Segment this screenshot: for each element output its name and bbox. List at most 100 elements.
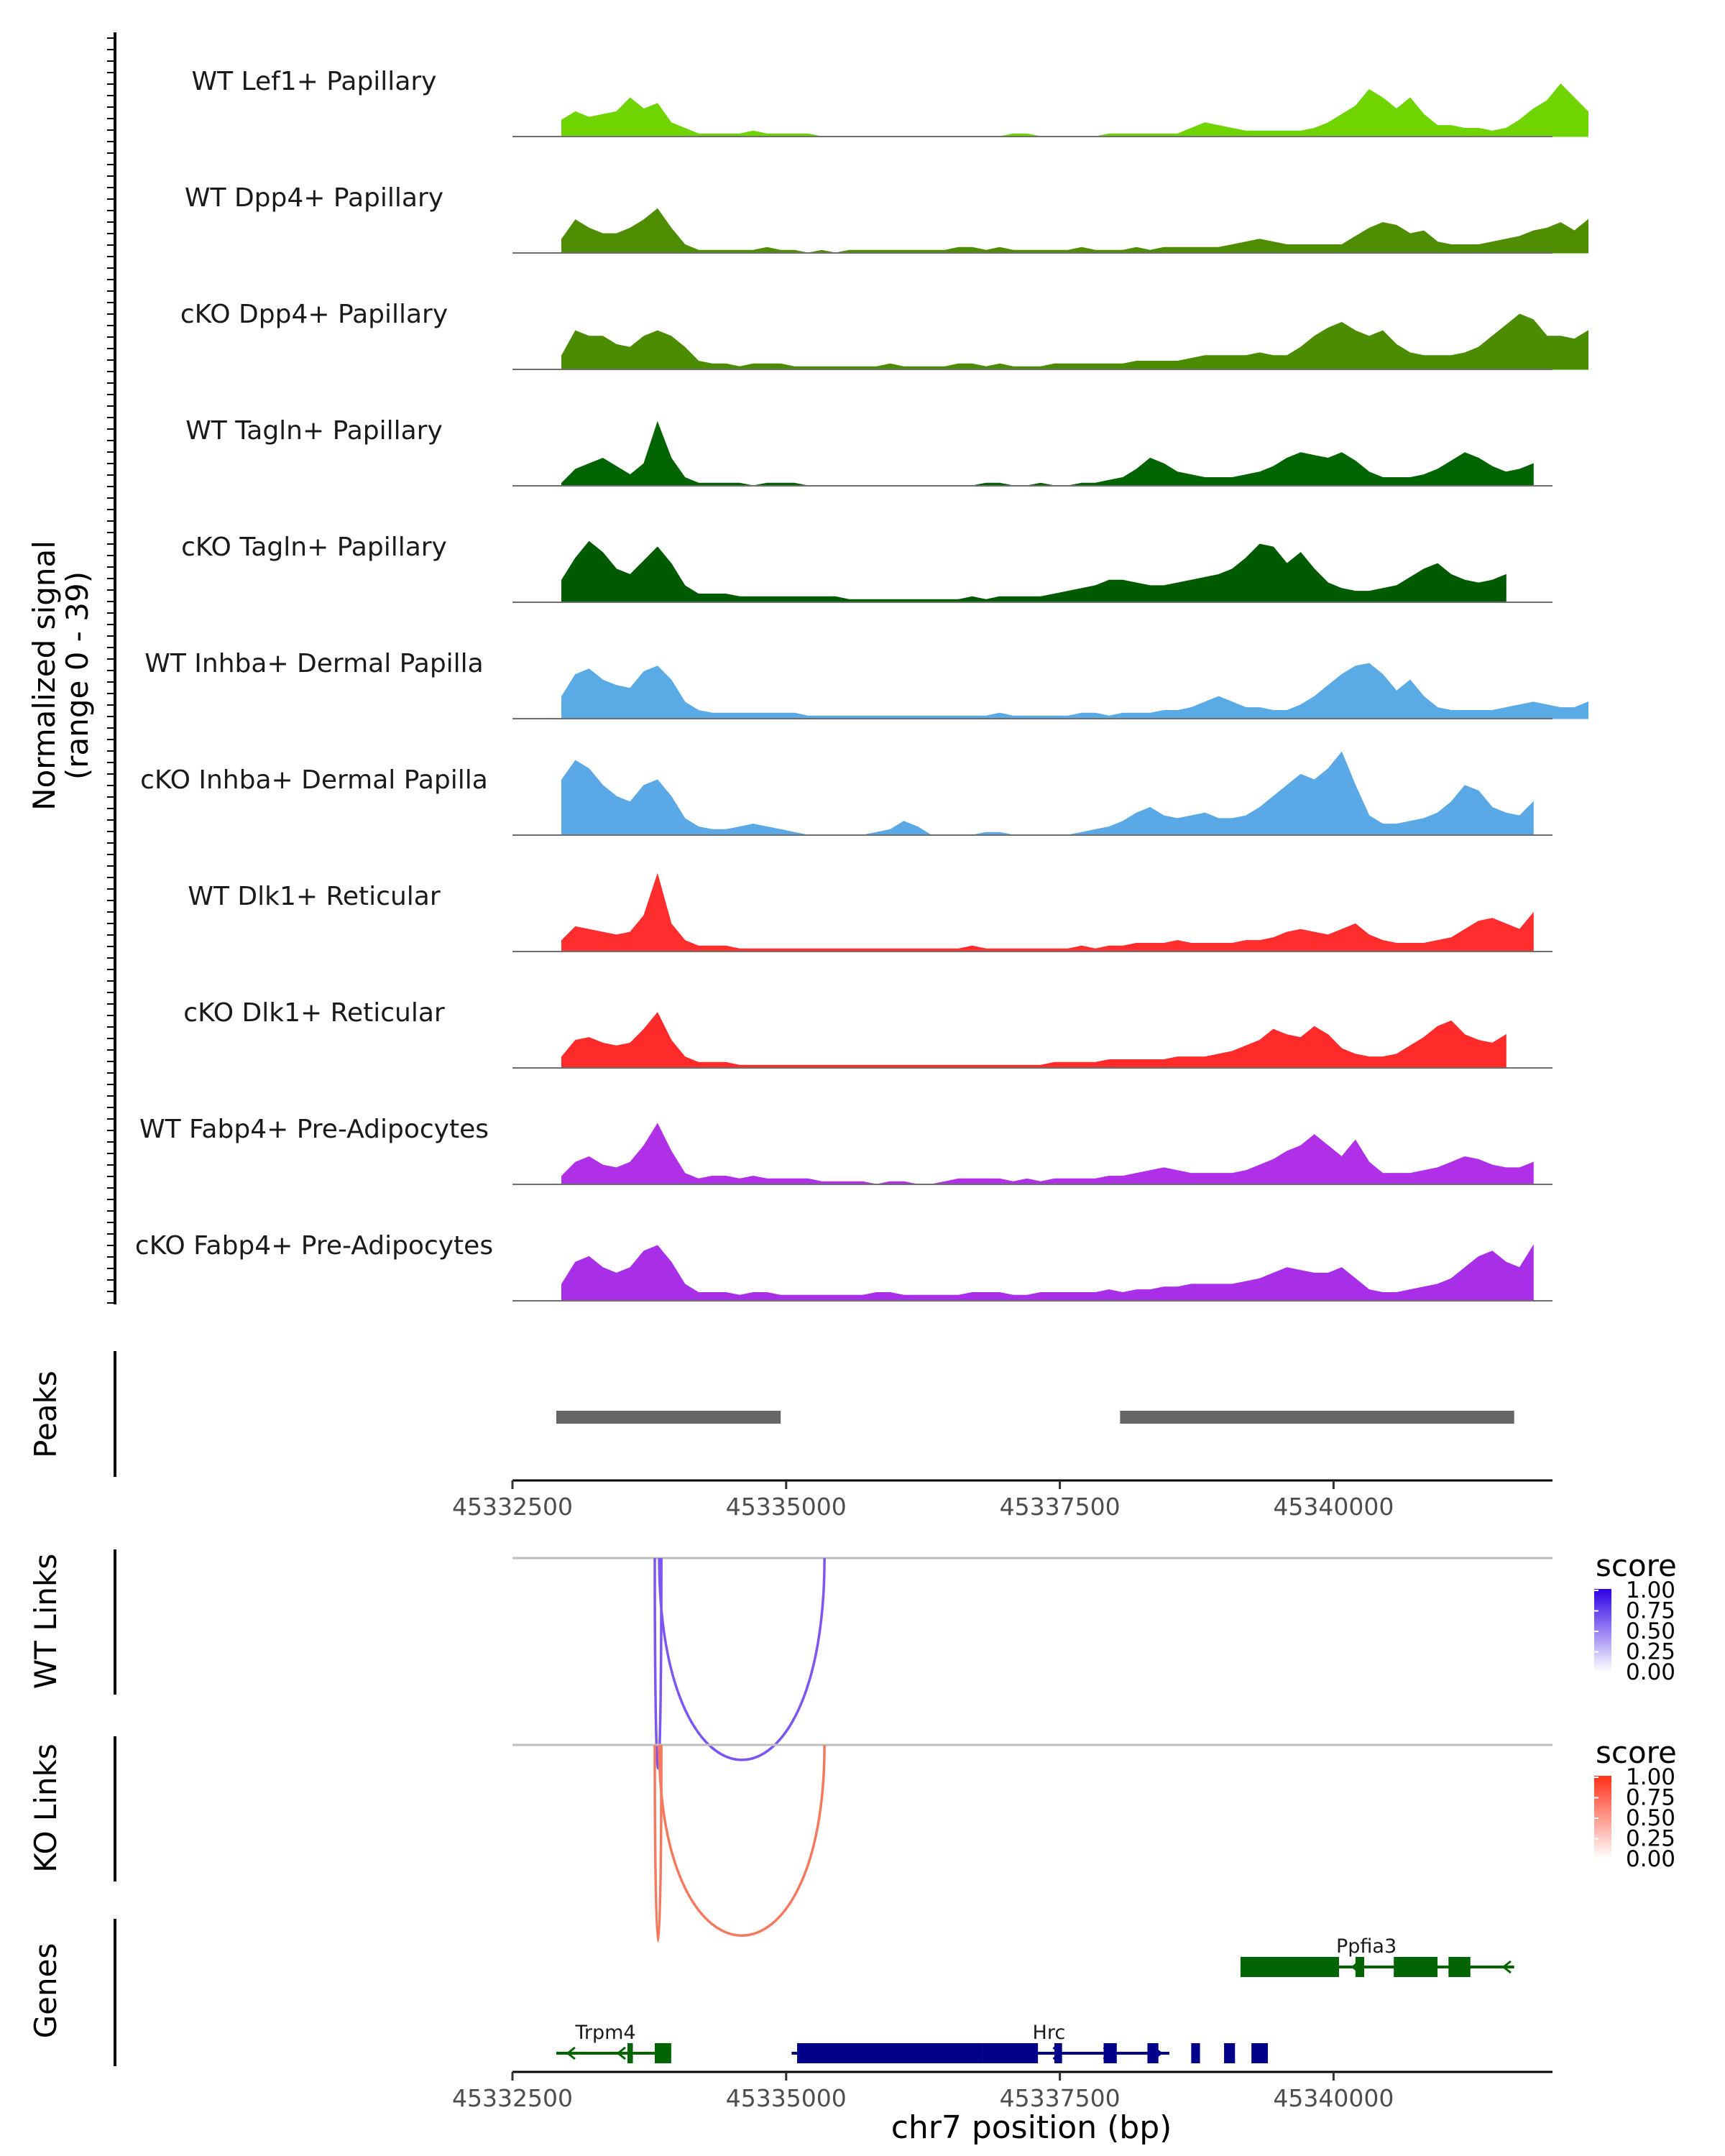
coverage-y-range-label: (range 0 - 39)	[60, 571, 95, 780]
coverage-area	[561, 663, 1588, 719]
x-axis-label: chr7 position (bp)	[891, 2109, 1172, 2146]
coverage-y-label: Normalized signal	[27, 540, 62, 811]
track-wt-fabp4-pre-adipocytes: WT Fabp4+ Pre-Adipocytes	[139, 1115, 1552, 1185]
link-arc	[653, 1557, 663, 1769]
track-label: WT Dlk1+ Reticular	[188, 882, 440, 911]
gene-hrc: Hrc	[791, 2022, 1268, 2063]
gene-exon	[1103, 2043, 1117, 2063]
gene-exon	[1054, 2043, 1062, 2063]
legend-tick-label: 0.50	[1626, 1618, 1675, 1644]
track-cko-fabp4-pre-adipocytes: cKO Fabp4+ Pre-Adipocytes	[135, 1231, 1552, 1302]
legend-title: score	[1596, 1548, 1677, 1583]
link-arc	[653, 1744, 663, 1943]
track-wt-dlk1-reticular: WT Dlk1+ Reticular	[188, 872, 1552, 952]
x-tick-label: 45332500	[452, 2084, 573, 2112]
x-tick-label: 45340000	[1273, 2084, 1394, 2112]
gene-name-label: Ppfia3	[1336, 1935, 1397, 1958]
gene-name-label: Trpm4	[574, 2022, 635, 2044]
gene-exon	[655, 2043, 671, 2063]
genes-track: Genes Ppfia3 Trpm4 Hrc	[28, 1919, 1514, 2066]
legend-title: score	[1596, 1735, 1677, 1770]
coverage-area	[561, 1012, 1506, 1069]
coverage-tracks: WT Lef1+ Papillary WT Dpp4+ Papillary cKO …	[135, 67, 1588, 1302]
track-label: cKO Dlk1+ Reticular	[183, 998, 445, 1028]
peak-bar	[556, 1411, 781, 1424]
track-cko-tagln-papillary: cKO Tagln+ Papillary	[181, 533, 1552, 603]
legend-tick-label: 0.75	[1626, 1598, 1675, 1624]
coverage-area	[561, 540, 1506, 603]
coverage-area	[561, 421, 1534, 487]
gene-exon	[797, 2043, 983, 2063]
track-wt-inhba-dermal-papilla: WT Inhba+ Dermal Papilla	[144, 649, 1588, 719]
track-cko-inhba-dermal-papilla: cKO Inhba+ Dermal Papilla	[140, 751, 1552, 836]
strand-arrow	[1501, 1960, 1512, 1974]
x-tick-label: 45332500	[452, 1493, 573, 1521]
links-label: KO Links	[28, 1743, 63, 1873]
legend-tick-label: 0.25	[1626, 1639, 1675, 1665]
track-label: WT Dpp4+ Papillary	[185, 183, 443, 213]
coverage-area	[561, 208, 1588, 254]
x-tick-label: 45337500	[1000, 1493, 1121, 1521]
x-tick-label: 45335000	[726, 1493, 847, 1521]
legend-tick-label: 0.50	[1626, 1805, 1675, 1831]
legend-tick-label: 0.00	[1626, 1659, 1675, 1685]
legend-colorbar	[1594, 1776, 1611, 1858]
track-cko-dlk1-reticular: cKO Dlk1+ Reticular	[183, 998, 1552, 1069]
legend-tick-label: 0.25	[1626, 1826, 1675, 1852]
coverage-area	[561, 1123, 1534, 1185]
track-wt-tagln-papillary: WT Tagln+ Papillary	[185, 416, 1552, 487]
track-wt-dpp4-papillary: WT Dpp4+ Papillary	[185, 183, 1588, 254]
gene-exon	[1224, 2043, 1236, 2063]
x-tick-label: 45335000	[726, 2084, 847, 2112]
strand-arrow	[616, 2046, 626, 2060]
legend-tick-label: 1.00	[1626, 1577, 1675, 1603]
x-tick-label: 45340000	[1273, 1493, 1394, 1521]
coverage-area	[561, 751, 1534, 836]
coverage-y-axis	[107, 32, 116, 1304]
gene-exon	[1251, 2043, 1268, 2063]
gene-exon	[1394, 1957, 1438, 1977]
gene-exon	[1355, 1957, 1365, 1977]
legend-colorbar	[1594, 1589, 1611, 1672]
track-label: WT Inhba+ Dermal Papilla	[144, 649, 483, 678]
gene-name-label: Hrc	[1033, 2022, 1066, 2044]
gene-exon	[1147, 2043, 1159, 2063]
strand-arrow	[566, 2046, 576, 2060]
legend-tick-label: 1.00	[1626, 1764, 1675, 1790]
link-arc	[658, 1744, 826, 1937]
gene-ppfia3: Ppfia3	[1240, 1935, 1514, 1977]
track-label: cKO Tagln+ Papillary	[181, 533, 447, 562]
links-label: WT Links	[28, 1554, 63, 1689]
coverage-area	[561, 313, 1588, 370]
legend-tick-label: 0.75	[1626, 1785, 1675, 1811]
track-label: cKO Inhba+ Dermal Papilla	[140, 765, 488, 795]
gene-exon	[1448, 1957, 1471, 1977]
peaks-x-axis: 45332500 45335000 45337500 45340000	[452, 1479, 1552, 1521]
legend-tick-label: 0.00	[1626, 1846, 1675, 1872]
peaks-track: Peaks	[28, 1351, 1514, 1477]
track-label: WT Fabp4+ Pre-Adipocytes	[139, 1115, 489, 1144]
track-cko-dpp4-papillary: cKO Dpp4+ Papillary	[180, 300, 1588, 370]
track-label: WT Tagln+ Papillary	[185, 416, 443, 446]
genes-x-axis: 45332500 45335000 45337500 45340000	[452, 2070, 1552, 2112]
link-arc	[658, 1557, 826, 1761]
gene-exon	[983, 2043, 1039, 2063]
track-label: WT Lef1+ Papillary	[192, 67, 437, 96]
genes-label: Genes	[28, 1943, 63, 2039]
x-tick-label: 45337500	[1000, 2084, 1121, 2112]
coverage-area	[561, 872, 1534, 952]
track-wt-lef1-papillary: WT Lef1+ Papillary	[192, 67, 1588, 137]
coverage-area	[561, 1244, 1534, 1302]
track-label: cKO Fabp4+ Pre-Adipocytes	[135, 1231, 493, 1261]
peaks-label: Peaks	[28, 1370, 63, 1458]
coverage-area	[561, 83, 1588, 137]
peak-bar	[1120, 1411, 1514, 1424]
gene-exon	[1240, 1957, 1339, 1977]
gene-trpm4: Trpm4	[556, 2022, 671, 2063]
gene-exon	[1191, 2043, 1200, 2063]
gene-exon	[627, 2043, 633, 2063]
